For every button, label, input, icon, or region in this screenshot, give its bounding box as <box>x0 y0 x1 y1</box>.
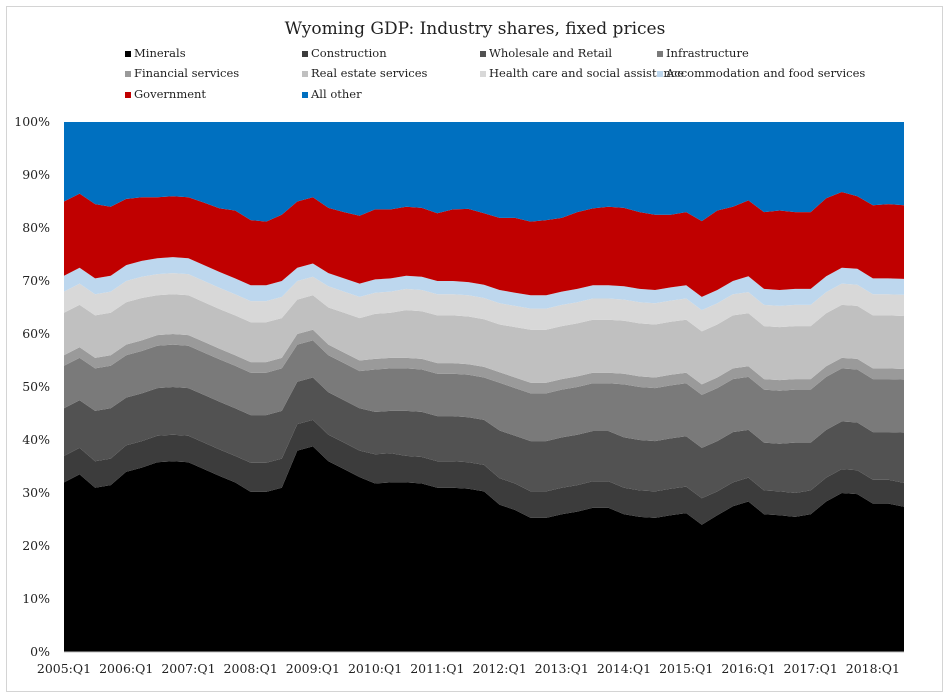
legend-swatch <box>302 92 308 98</box>
area-infrastructure <box>64 340 904 448</box>
legend-label: Wholesale and Retail <box>489 46 612 60</box>
x-tick-label: 2012:Q1 <box>472 661 526 676</box>
legend-label: Financial services <box>134 66 239 80</box>
legend-swatch <box>125 92 131 98</box>
legend-item-real-estate-services: Real estate services <box>302 66 428 80</box>
y-tick-label: 0% <box>30 644 50 659</box>
legend-swatch <box>480 71 486 77</box>
y-tick-label: 90% <box>22 167 50 182</box>
legend-swatch <box>657 71 663 77</box>
y-tick-label: 20% <box>22 538 50 553</box>
y-tick-label: 100% <box>14 114 50 129</box>
legend-item-health-care-and-social-assistance: Health care and social assistance <box>480 66 684 80</box>
legend-item-construction: Construction <box>302 46 387 60</box>
legend-label: Minerals <box>134 46 186 60</box>
y-tick-label: 70% <box>22 273 50 288</box>
x-tick-label: 2013:Q1 <box>535 661 589 676</box>
x-tick-label: 2015:Q1 <box>659 661 713 676</box>
area-minerals <box>64 446 904 652</box>
area-all-other <box>64 122 904 222</box>
area-financial-services <box>64 329 904 395</box>
chart-title: Wyoming GDP: Industry shares, fixed pric… <box>285 19 666 39</box>
area-construction <box>64 419 904 525</box>
legend-item-all-other: All other <box>302 87 362 101</box>
plot-areas <box>64 122 904 652</box>
y-tick-label: 30% <box>22 485 50 500</box>
legend-item-financial-services: Financial services <box>125 66 239 80</box>
x-tick-label: 2011:Q1 <box>410 661 464 676</box>
legend-item-accommodation-and-food-services: Accommodation and food services <box>657 66 865 80</box>
y-tick-label: 50% <box>22 379 50 394</box>
legend-swatch <box>125 71 131 77</box>
y-tick-label: 60% <box>22 326 50 341</box>
legend-label: Infrastructure <box>666 46 749 60</box>
x-tick-label: 2017:Q1 <box>784 661 838 676</box>
legend-swatch <box>480 51 486 57</box>
chart-frame <box>6 6 943 692</box>
area-government <box>64 192 904 297</box>
legend-item-wholesale-and-retail: Wholesale and Retail <box>480 46 612 60</box>
x-axis: 2005:Q1 2006:Q1 2007:Q1 2008:Q1 2009:Q1 2010:… <box>37 651 904 676</box>
area-wholesale-and-retail <box>64 377 904 499</box>
legend-label: All other <box>310 87 362 101</box>
area-health-care-and-social-assistance <box>64 273 904 332</box>
legend-swatch <box>125 51 131 57</box>
legend-swatch <box>302 51 308 57</box>
legend-swatch <box>302 71 308 77</box>
y-tick-label: 40% <box>22 432 50 447</box>
x-tick-label: 2010:Q1 <box>348 661 402 676</box>
legend-swatch <box>657 51 663 57</box>
area-real-estate-services <box>64 294 904 385</box>
legend-item-minerals: Minerals <box>125 46 186 60</box>
legend-label: Health care and social assistance <box>489 66 684 80</box>
y-tick-label: 10% <box>22 591 50 606</box>
legend-item-infrastructure: Infrastructure <box>657 46 749 60</box>
x-tick-label: 2014:Q1 <box>597 661 651 676</box>
legend-item-government: Government <box>125 87 206 101</box>
area-accommodation-and-food-services <box>64 257 904 311</box>
y-axis: 0% 10% 20% 30% 40% 50% 60% 70% 80% 90% 100% <box>14 114 50 659</box>
legend-label: Accommodation and food services <box>665 66 865 80</box>
x-tick-label: 2018:Q1 <box>846 661 900 676</box>
y-tick-label: 80% <box>22 220 50 235</box>
legend-label: Real estate services <box>311 66 428 80</box>
x-tick-label: 2016:Q1 <box>721 661 775 676</box>
legend-label: Government <box>134 87 206 101</box>
x-tick-label: 2006:Q1 <box>99 661 153 676</box>
x-tick-label: 2005:Q1 <box>37 661 91 676</box>
x-tick-label: 2009:Q1 <box>286 661 340 676</box>
legend: Minerals Construction Wholesale and Retail… <box>125 46 865 101</box>
x-tick-label: 2008:Q1 <box>224 661 278 676</box>
legend-label: Construction <box>311 46 387 60</box>
x-tick-label: 2007:Q1 <box>161 661 215 676</box>
